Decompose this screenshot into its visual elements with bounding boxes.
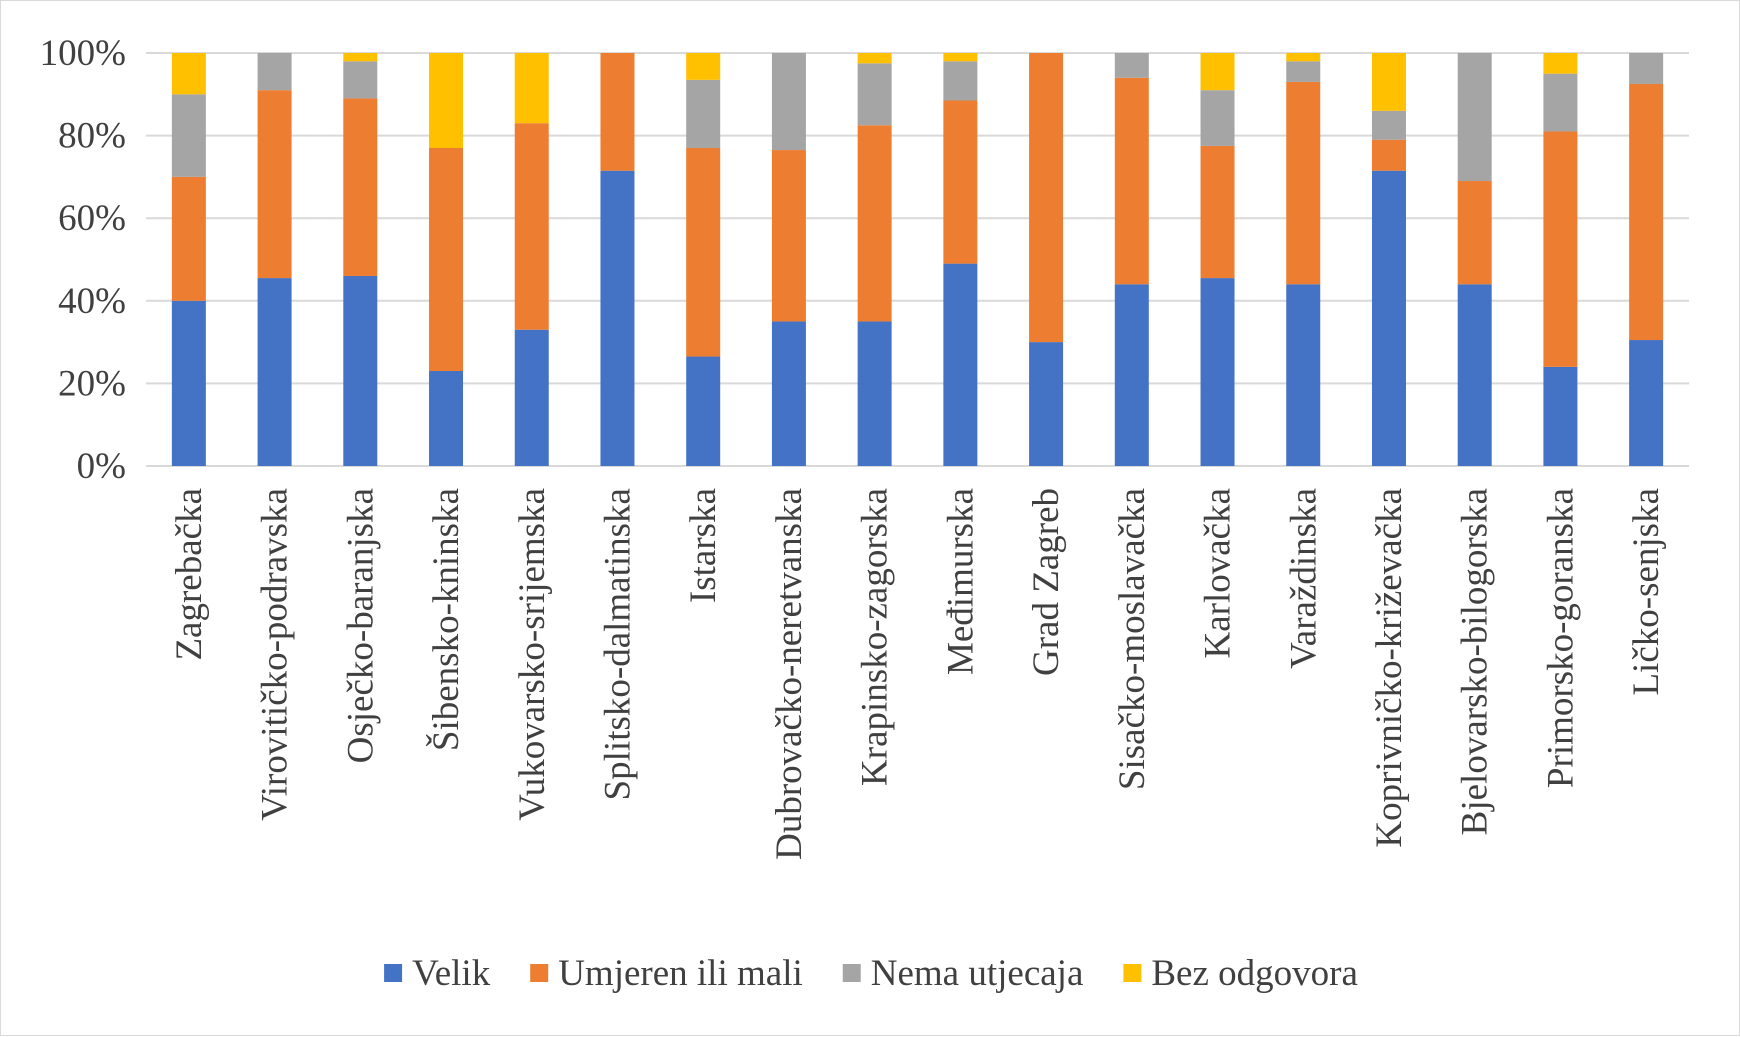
x-tick-label: Koprivničko-križevačka: [1369, 488, 1410, 848]
bar-segment: [257, 278, 292, 466]
bar-segment: [343, 61, 378, 99]
bar-segment: [771, 53, 806, 151]
bar-segment: [686, 53, 721, 80]
bar-segment: [171, 94, 206, 177]
bar-segment: [1457, 53, 1492, 182]
bar-segment: [686, 147, 721, 357]
y-tick-label: 100%: [40, 33, 126, 74]
x-tick-label: Istarska: [683, 488, 724, 603]
bar-segment: [600, 170, 635, 466]
x-tick-label: Bjelovarsko-bilogorska: [1455, 488, 1496, 835]
bar-segment: [1371, 139, 1406, 171]
legend-label: Bez odgovora: [1151, 953, 1358, 994]
x-tick-label: Vukovarsko-srijemska: [512, 488, 553, 821]
x-tick-label: Zagrebačka: [169, 488, 210, 661]
bar-segment: [1200, 278, 1235, 466]
bar-segment: [857, 63, 892, 126]
bar-segment: [171, 53, 206, 95]
bar-segment: [1543, 53, 1578, 74]
legend-label: Umjeren ili mali: [558, 953, 803, 994]
x-tick-label: Krapinsko-zagorska: [855, 488, 896, 786]
bar-segment: [1286, 284, 1321, 466]
x-tick-label: Sisačko-moslavačka: [1112, 488, 1153, 790]
legend-swatch: [1123, 964, 1142, 982]
legend-swatch: [384, 964, 403, 982]
bar-segment: [1629, 340, 1664, 466]
bar-segment: [1629, 53, 1664, 84]
bar-segment: [1543, 73, 1578, 132]
legend-label: Velik: [412, 953, 491, 994]
bar-segment: [429, 371, 464, 466]
legend-swatch: [842, 964, 861, 982]
y-tick-label: 60%: [58, 198, 126, 239]
bar-segment: [1371, 110, 1406, 140]
bar-segment: [1457, 181, 1492, 285]
bar-segment: [171, 176, 206, 301]
bar-segment: [514, 329, 549, 466]
bar-segment: [1200, 53, 1235, 91]
x-tick-label: Osječko-baranjska: [340, 488, 381, 763]
bar-segment: [1286, 53, 1321, 62]
bar-segment: [343, 53, 378, 62]
bar-segment: [943, 100, 978, 264]
bar-segment: [1114, 77, 1149, 285]
bar-segment: [857, 53, 892, 64]
bar-segment: [1286, 61, 1321, 82]
bar-segment: [600, 53, 635, 171]
bar-segment: [943, 263, 978, 466]
bar-segment: [1543, 366, 1578, 466]
bar-segment: [1114, 284, 1149, 466]
x-tick-label: Dubrovačko-neretvanska: [769, 488, 810, 860]
bar-segment: [1200, 145, 1235, 279]
bar-segment: [857, 321, 892, 466]
bar-segment: [429, 53, 464, 148]
bar-segment: [514, 123, 549, 330]
bar-segment: [257, 90, 292, 279]
bar-segment: [686, 79, 721, 148]
bar-segment: [257, 53, 292, 91]
bar-segment: [343, 276, 378, 466]
bar-segment: [1457, 284, 1492, 466]
bar-segment: [1543, 131, 1578, 367]
x-tick-label: Primorsko-goranska: [1540, 488, 1581, 788]
x-tick-label: Grad Zagreb: [1026, 488, 1067, 676]
bar-segment: [1200, 90, 1235, 146]
bar-segment: [1286, 81, 1321, 285]
bar-segment: [1029, 53, 1064, 343]
bar-segment: [943, 61, 978, 101]
legend-label: Nema utjecaja: [871, 953, 1084, 994]
x-tick-label: Međimurska: [940, 488, 981, 675]
x-tick-label: Varaždinska: [1283, 488, 1324, 669]
bar-segment: [1629, 83, 1664, 341]
bar-segment: [1371, 53, 1406, 111]
bar-segment: [771, 321, 806, 466]
bar-segment: [171, 300, 206, 466]
bar-segment: [1029, 342, 1064, 466]
bar-segment: [943, 53, 978, 62]
bar-segment: [1371, 170, 1406, 466]
y-tick-label: 80%: [58, 116, 126, 157]
bar-segment: [514, 53, 549, 124]
bar-segment: [686, 356, 721, 466]
x-tick-label: Splitsko-dalmatinska: [597, 488, 638, 800]
bar-segment: [1114, 53, 1149, 78]
x-tick-label: Virovitičko-podravska: [255, 488, 296, 821]
x-tick-label: Karlovačka: [1198, 488, 1239, 659]
legend-swatch: [530, 964, 549, 982]
bar-segment: [343, 98, 378, 277]
x-tick-label: Ličko-senjska: [1626, 488, 1667, 696]
y-tick-label: 40%: [58, 281, 126, 322]
y-tick-label: 0%: [77, 446, 126, 487]
y-tick-label: 20%: [58, 363, 126, 404]
bar-segment: [771, 150, 806, 322]
x-tick-label: Šibensko-kninska: [425, 488, 467, 751]
bar-segment: [857, 125, 892, 322]
bar-segment: [429, 147, 464, 372]
